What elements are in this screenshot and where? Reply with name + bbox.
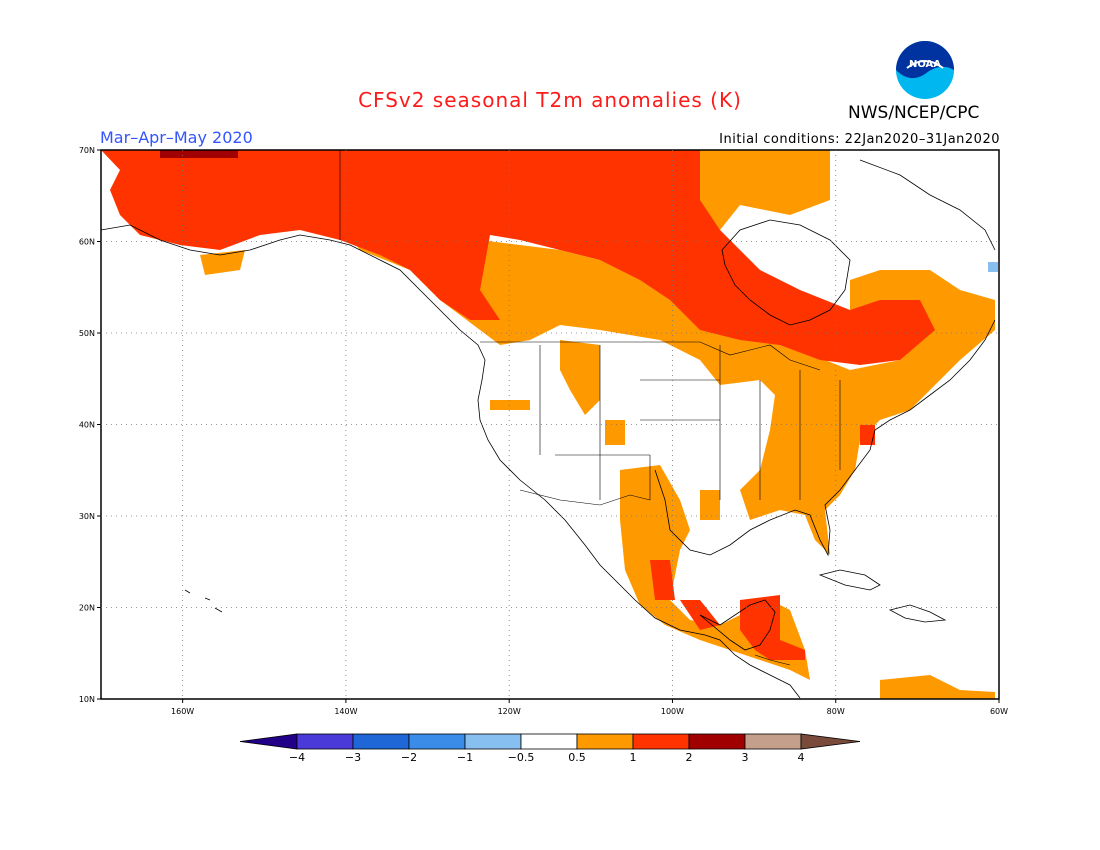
colorbar-swatch bbox=[296, 733, 354, 750]
organization-label: NWS/NCEP/CPC bbox=[848, 103, 980, 123]
colorbar-swatch bbox=[520, 733, 578, 750]
lat-label: 50N bbox=[79, 329, 95, 338]
lon-label: 100W bbox=[661, 707, 684, 716]
colorbar-tick-label: 0.5 bbox=[568, 751, 586, 764]
colorbar-swatch bbox=[352, 733, 410, 750]
lat-label: 20N bbox=[79, 604, 95, 613]
colorbar-tick-label: 1 bbox=[630, 751, 637, 764]
initial-conditions: Initial conditions: 22Jan2020–31Jan2020 bbox=[719, 132, 1000, 147]
colorbar-tick-label: −3 bbox=[345, 751, 361, 764]
lat-label: 40N bbox=[79, 421, 95, 430]
season-label: Mar–Apr–May 2020 bbox=[100, 128, 253, 147]
colorbar-swatch bbox=[464, 733, 522, 750]
region-arctic-alaska bbox=[160, 150, 238, 158]
colorbar-tick-label: 2 bbox=[686, 751, 693, 764]
logo-text: NOAA bbox=[909, 59, 941, 70]
region-rockies bbox=[560, 340, 600, 415]
borders bbox=[339, 150, 841, 666]
map-plot-area bbox=[101, 150, 998, 699]
region-caribbean bbox=[880, 675, 995, 699]
lat-label: 30N bbox=[79, 512, 95, 521]
colorbar-tick-label: −1 bbox=[457, 751, 473, 764]
region-mexico-west bbox=[650, 560, 675, 600]
colorbar-tick-label: 4 bbox=[798, 751, 805, 764]
colorbar-tick-label: 3 bbox=[742, 751, 749, 764]
region-labrador-negative bbox=[988, 262, 998, 272]
lat-label: 70N bbox=[79, 146, 95, 155]
colorbar-swatch bbox=[632, 733, 690, 750]
region-alaska-south bbox=[200, 250, 245, 275]
coastlines bbox=[101, 159, 996, 699]
region-arctic-strip bbox=[460, 150, 520, 165]
region-alaska-canada bbox=[101, 150, 935, 365]
region-central-america bbox=[740, 595, 805, 660]
noaa-logo: NOAA bbox=[896, 41, 954, 99]
colorbar-arrow-right bbox=[800, 733, 861, 750]
anomaly-fills bbox=[101, 150, 998, 699]
colorbar-tick-label: −4 bbox=[289, 751, 305, 764]
colorbar-swatch bbox=[744, 733, 802, 750]
lat-label: 10N bbox=[79, 695, 95, 704]
lon-label: 80W bbox=[827, 707, 845, 716]
map-title: CFSv2 seasonal T2m anomalies (K) bbox=[358, 88, 742, 112]
lon-label: 120W bbox=[498, 707, 521, 716]
colorbar-tick-label: −2 bbox=[401, 751, 417, 764]
colorbar-swatch bbox=[408, 733, 466, 750]
region-canada-north bbox=[700, 150, 830, 230]
region-colorado bbox=[605, 420, 625, 445]
region-nevada bbox=[490, 400, 530, 410]
colorbar-swatch bbox=[688, 733, 746, 750]
lon-label: 60W bbox=[990, 707, 1008, 716]
lon-label: 140W bbox=[334, 707, 357, 716]
colorbar-arrow-left bbox=[239, 733, 298, 750]
region-texas bbox=[700, 490, 720, 520]
colorbar-tick-label: −0.5 bbox=[508, 751, 535, 764]
region-midatlantic bbox=[860, 425, 875, 445]
colorbar-swatch bbox=[576, 733, 634, 750]
lat-label: 60N bbox=[79, 238, 95, 247]
colorbar: −4 −3 −2 −1 −0.5 0.5 1 2 3 4 bbox=[239, 733, 861, 764]
lon-label: 160W bbox=[171, 707, 194, 716]
